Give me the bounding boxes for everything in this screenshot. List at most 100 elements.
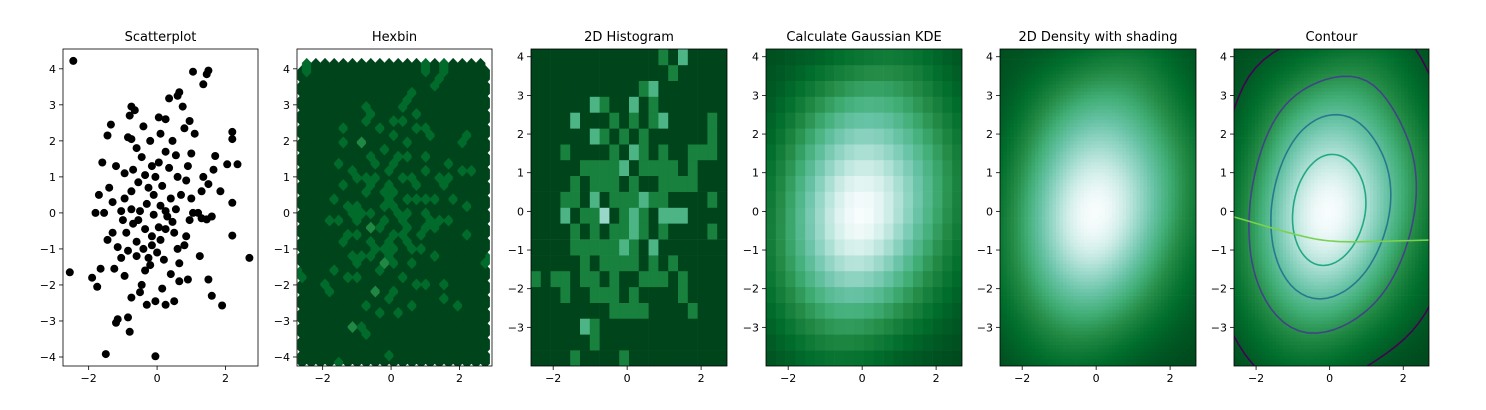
density-cell — [1108, 270, 1113, 275]
density-cell — [1080, 274, 1085, 279]
kde-cell — [785, 255, 796, 272]
density-cell — [1094, 327, 1099, 332]
density-cell — [1024, 175, 1029, 180]
density-cell — [1042, 73, 1046, 78]
density-cell — [1035, 77, 1039, 82]
scatter-point — [216, 187, 225, 196]
density-cell — [1091, 235, 1095, 240]
hist2d-cell — [648, 286, 659, 303]
density-cell — [1042, 158, 1046, 163]
density-cell — [1024, 105, 1029, 110]
kde-cell — [873, 191, 884, 208]
density-cell — [1087, 253, 1092, 258]
density-cell — [1024, 73, 1029, 78]
density-cell — [1017, 281, 1022, 286]
density-cell — [1052, 80, 1057, 85]
density-cell — [1000, 101, 1004, 106]
hist2d-cell — [648, 207, 659, 224]
density-cell — [1042, 246, 1046, 251]
density-cell — [1108, 316, 1113, 321]
density-cell — [1091, 214, 1095, 219]
density-cell — [1024, 242, 1029, 247]
density-cell — [1091, 108, 1095, 113]
density-cell — [1108, 256, 1113, 261]
density-cell — [1098, 70, 1102, 74]
density-cell — [1073, 123, 1078, 127]
density-cell — [1003, 165, 1008, 170]
density-cell — [1108, 101, 1113, 106]
density-cell — [1017, 158, 1022, 163]
density-cell — [1038, 299, 1043, 303]
density-cell — [1108, 158, 1113, 163]
density-cell — [1115, 330, 1120, 335]
density-cell — [1021, 144, 1025, 148]
density-cell — [1000, 228, 1004, 233]
density-cell — [1091, 218, 1095, 222]
kde-cell — [766, 207, 777, 224]
density-cell — [1035, 200, 1039, 205]
density-cell — [1108, 200, 1113, 205]
density-cell — [1094, 211, 1099, 215]
density-cell — [1084, 87, 1088, 92]
density-cell — [1094, 306, 1099, 310]
scatter-point — [137, 153, 146, 162]
density-cell — [1059, 168, 1064, 173]
kde-cell — [815, 302, 826, 319]
density-cell — [1035, 73, 1039, 78]
density-cell — [1091, 63, 1095, 67]
density-cell — [1080, 232, 1085, 237]
kde-cell — [893, 334, 904, 351]
density-cell — [1045, 49, 1050, 53]
density-cell — [1066, 341, 1071, 346]
density-cell — [1077, 299, 1081, 303]
density-cell — [1017, 242, 1022, 247]
density-cell — [1031, 341, 1036, 346]
scatter-point — [165, 94, 174, 103]
density-cell — [1017, 172, 1022, 177]
scatter-point — [197, 214, 206, 223]
hist2d-cell — [629, 64, 640, 81]
density-cell — [1115, 214, 1120, 219]
density-cell — [1066, 119, 1071, 124]
density-cell — [1038, 295, 1043, 300]
density-cell — [1066, 98, 1071, 103]
density-cell — [1073, 151, 1078, 155]
density-cell — [1038, 277, 1043, 282]
hist2d-cell — [697, 96, 708, 113]
density-cell — [1042, 267, 1046, 272]
density-cell — [1007, 63, 1011, 67]
hist2d-cell — [580, 207, 591, 224]
hist2d-cell — [638, 80, 649, 97]
hist2d-cell — [560, 175, 571, 192]
kde-cell — [795, 112, 806, 129]
kde-cell — [864, 49, 875, 66]
kde-cell — [785, 239, 796, 256]
density-cell — [1080, 154, 1085, 159]
density-cell — [1017, 256, 1022, 261]
density-cell — [1112, 302, 1116, 307]
y-tick-label: −1 — [508, 244, 524, 257]
density-cell — [1010, 207, 1015, 212]
density-cell — [1070, 49, 1074, 53]
density-cell — [1094, 221, 1099, 226]
hist2d-cell — [531, 239, 542, 256]
density-cell — [1073, 218, 1078, 222]
density-cell — [1028, 168, 1032, 173]
density-cell — [1059, 323, 1064, 328]
density-cell — [1077, 204, 1081, 208]
density-cell — [1049, 235, 1053, 240]
hist2d-cell — [687, 159, 698, 176]
density-cell — [1014, 228, 1018, 233]
density-cell — [1007, 161, 1011, 166]
density-cell — [1003, 218, 1008, 222]
density-cell — [1038, 288, 1043, 293]
density-cell — [1098, 147, 1102, 152]
density-cell — [1059, 306, 1064, 310]
density-cell — [1073, 140, 1078, 145]
density-cell — [1007, 320, 1011, 325]
density-cell — [1070, 288, 1074, 293]
density-cell — [1024, 299, 1029, 303]
density-cell — [1105, 175, 1109, 180]
density-cell — [1056, 179, 1060, 184]
